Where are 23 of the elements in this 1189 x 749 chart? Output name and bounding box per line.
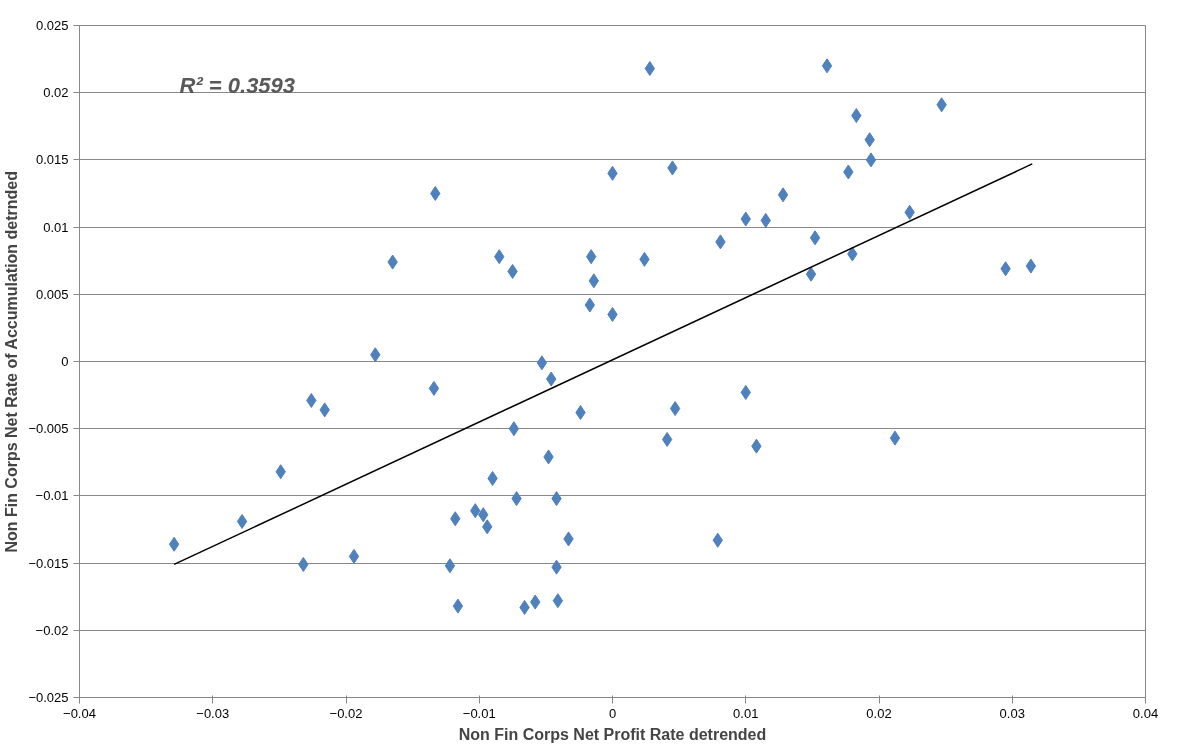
y-tick-label: −0.005 (28, 421, 69, 437)
x-tick-label: −0.01 (462, 705, 496, 721)
y-tick-label: −0.02 (35, 622, 69, 638)
x-tick-label: 0.04 (1132, 705, 1159, 721)
annotation: R² = 0.3593 (179, 72, 296, 98)
x-tick-label: 0.02 (866, 705, 892, 721)
y-tick-label: 0.01 (43, 219, 69, 235)
x-tick-label: −0.02 (329, 705, 363, 721)
x-tick-label: 0 (608, 705, 617, 721)
y-axis-title: Non Fin Corps Net Rate of Accumulation detrnded (3, 170, 21, 553)
y-tick-label: 0.015 (35, 152, 69, 168)
x-axis-title: Non Fin Corps Net Profit Rate detrended (458, 725, 767, 743)
y-tick-label: 0.025 (35, 18, 69, 33)
y-tick-label: 0.005 (35, 286, 69, 302)
y-tick-label: 0 (61, 354, 69, 369)
x-tick-label: −0.03 (196, 705, 230, 721)
x-tick-label: 0.03 (999, 705, 1025, 721)
y-tick-label: −0.015 (28, 555, 69, 571)
y-tick-label: 0.02 (43, 85, 69, 101)
y-tick-label: −0.01 (35, 488, 69, 504)
y-tick-label: −0.025 (28, 690, 69, 705)
x-tick-label: −0.04 (63, 705, 96, 721)
x-tick-label: 0.01 (733, 705, 759, 721)
